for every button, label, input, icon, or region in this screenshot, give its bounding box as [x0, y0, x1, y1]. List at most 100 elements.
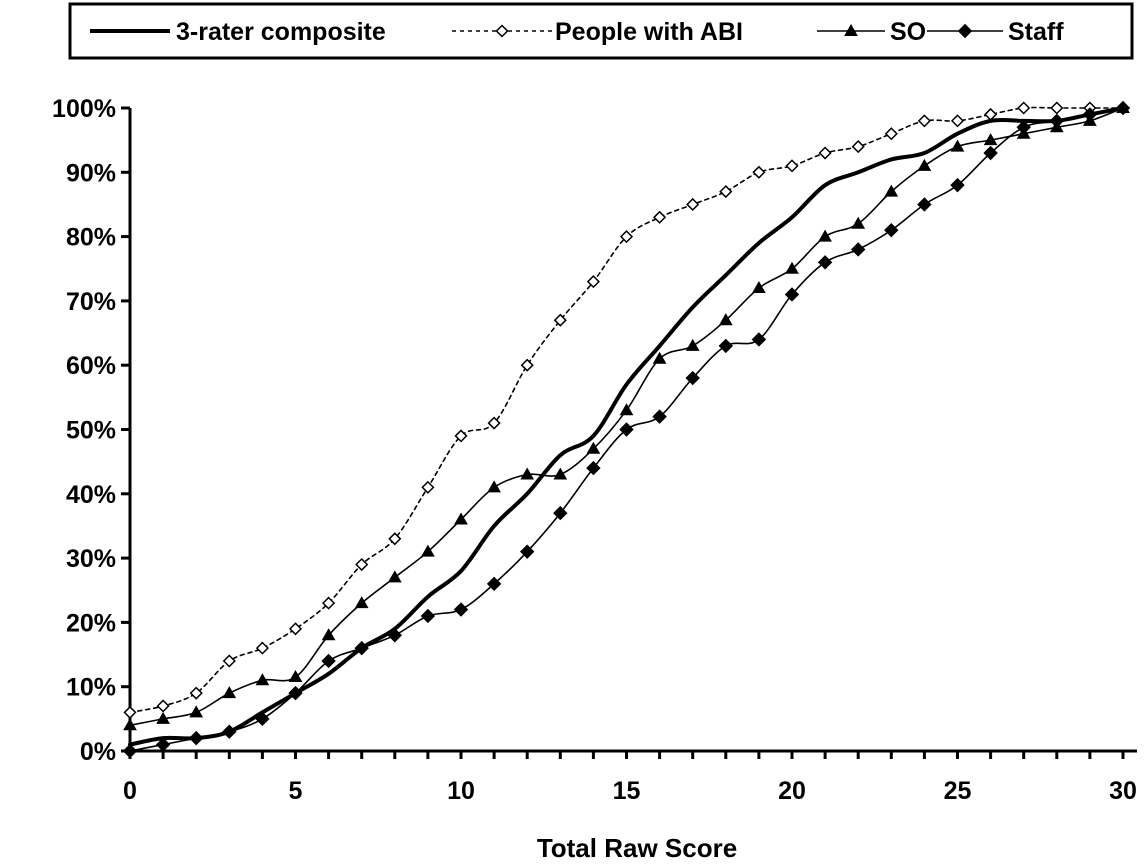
data-point: [884, 222, 899, 238]
data-point: [950, 139, 965, 152]
data-point: [486, 576, 502, 592]
data-point: [984, 107, 998, 121]
data-point: [388, 532, 402, 546]
x-tick-label: 20: [778, 777, 806, 805]
legend-swatch-marker: [495, 24, 509, 38]
data-point: [553, 505, 568, 521]
data-point: [752, 281, 766, 294]
data-point: [983, 133, 998, 146]
data-point: [884, 184, 899, 197]
data-point: [553, 313, 567, 327]
data-point: [1050, 101, 1064, 115]
legend-item: Staff: [927, 18, 1064, 46]
data-point: [653, 210, 667, 224]
data-point: [851, 216, 866, 229]
data-point: [454, 512, 468, 525]
data-point: [851, 140, 865, 154]
data-point: [189, 705, 204, 718]
data-point: [553, 467, 568, 480]
data-point: [421, 544, 435, 557]
data-point: [983, 145, 998, 161]
data-point: [288, 670, 303, 683]
data-point: [453, 602, 469, 617]
x-tick-label: 15: [613, 777, 641, 805]
data-point: [123, 705, 137, 719]
data-point: [222, 686, 237, 699]
data-point: [487, 480, 501, 493]
data-point: [950, 177, 965, 193]
legend-label: SO: [890, 18, 926, 46]
legend-swatch-marker: [957, 23, 973, 39]
y-tick-label: 80%: [66, 224, 116, 252]
data-point: [818, 229, 832, 242]
data-point: [222, 724, 237, 739]
y-tick-label: 90%: [66, 159, 116, 187]
series-layer: [122, 100, 1131, 759]
data-point: [917, 158, 932, 171]
data-point: [354, 596, 369, 609]
x-axis-title: Total Raw Score: [537, 833, 737, 863]
data-point: [917, 114, 931, 128]
data-point: [288, 622, 303, 636]
data-point: [322, 596, 336, 610]
y-tick-label: 50%: [66, 417, 116, 445]
data-point: [122, 743, 138, 759]
data-point: [917, 197, 932, 212]
data-point: [719, 185, 733, 199]
data-point: [586, 460, 601, 476]
data-point: [652, 351, 667, 364]
data-point: [321, 628, 336, 641]
data-point: [155, 737, 171, 752]
data-point: [586, 275, 600, 289]
y-tick-label: 0%: [80, 738, 116, 766]
data-point: [255, 673, 270, 686]
x-tick-label: 30: [1109, 777, 1137, 805]
data-point: [752, 165, 766, 179]
data-point: [156, 699, 170, 713]
legend-item: People with ABI: [452, 18, 743, 46]
legend-label: People with ABI: [555, 18, 743, 46]
data-point: [519, 544, 535, 559]
data-point: [850, 242, 866, 257]
y-tick-label: 60%: [66, 352, 116, 380]
data-point: [288, 685, 303, 701]
data-point: [123, 718, 137, 731]
data-point: [818, 146, 832, 160]
x-tick-label: 10: [447, 777, 475, 805]
series-line: [129, 107, 1124, 727]
y-tick-label: 20%: [66, 609, 116, 637]
x-tick-label: 25: [944, 777, 972, 805]
data-point: [487, 416, 501, 430]
data-point: [1115, 100, 1131, 116]
y-tick-label: 40%: [66, 481, 116, 509]
y-tick-label: 30%: [66, 545, 116, 573]
y-tick-label: 100%: [52, 95, 116, 123]
series-1: [123, 101, 1130, 719]
legend: 3-rater composite People with ABI SO Staff: [68, 2, 1134, 60]
axes: [121, 106, 1137, 759]
data-point: [785, 261, 799, 274]
x-tick-label: 5: [289, 777, 303, 805]
data-point: [817, 255, 833, 270]
tick-labels: 0% 10% 20% 30% 40% 50% 60% 70% 80% 90% 100% 0 5 10 15 2…: [52, 95, 1137, 805]
data-point: [884, 127, 898, 141]
legend-item: SO: [817, 18, 926, 46]
data-point: [950, 114, 965, 128]
y-tick-label: 10%: [66, 674, 116, 702]
data-point: [354, 640, 369, 656]
x-tick-label: 0: [123, 777, 137, 805]
data-point: [1049, 113, 1065, 129]
data-point: [718, 338, 734, 354]
data-point: [784, 287, 800, 302]
data-point: [619, 422, 634, 437]
data-point: [619, 230, 634, 244]
legend-label: 3-rater composite: [176, 18, 386, 46]
data-point: [686, 197, 700, 212]
data-point: [255, 641, 269, 655]
data-point: [222, 654, 236, 668]
data-point: [387, 570, 402, 583]
data-point: [685, 370, 700, 386]
data-point: [355, 557, 369, 572]
data-point: [718, 313, 733, 326]
